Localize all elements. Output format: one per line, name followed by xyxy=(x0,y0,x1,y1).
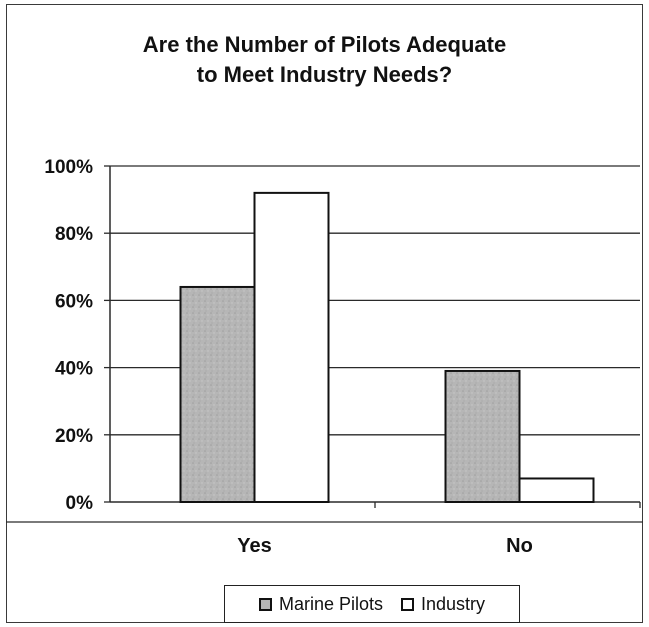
legend-item-marine-pilots: Marine Pilots xyxy=(258,593,383,615)
x-tick-label: Yes xyxy=(237,535,271,557)
bar-industry-no xyxy=(518,477,595,504)
y-tick-label: 100% xyxy=(44,157,93,178)
chart-title: Are the Number of Pilots Adequate to Mee… xyxy=(142,32,507,87)
y-tick-label: 40% xyxy=(55,359,93,380)
y-tick-label: 20% xyxy=(55,426,93,447)
bar-marine-pilots-no xyxy=(444,369,521,503)
y-tick-label: 60% xyxy=(55,291,93,312)
x-tick-label: No xyxy=(506,535,533,557)
bar-industry-yes xyxy=(253,191,330,503)
y-tick-label: 80% xyxy=(55,224,93,245)
legend-swatch-marine-pilots xyxy=(258,597,272,611)
legend: Marine Pilots Industry xyxy=(224,585,520,623)
legend-label-industry: Industry xyxy=(421,593,486,614)
legend-label-marine-pilots: Marine Pilots xyxy=(278,593,383,614)
y-tick-label: 0% xyxy=(66,493,94,514)
legend-swatch-industry xyxy=(401,597,414,611)
bar-marine-pilots-yes xyxy=(179,285,256,503)
legend-item-industry: Industry xyxy=(401,594,485,615)
